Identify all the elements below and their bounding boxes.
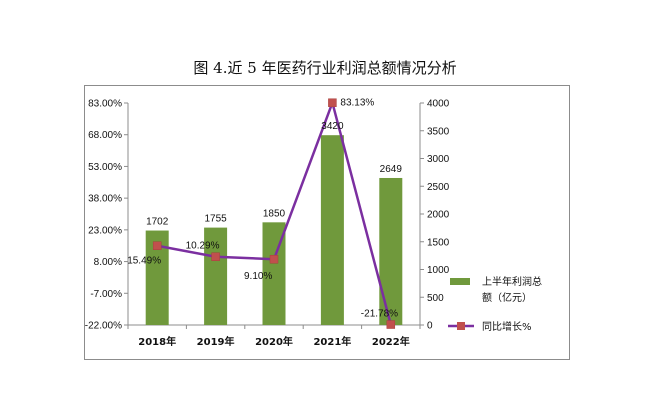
line-point [211,252,220,261]
line-layer [152,98,396,329]
right-tick-label: 500 [427,293,444,304]
left-tick-label: 53.00% [88,162,122,173]
right-tick-label: 2500 [427,182,450,193]
x-tick-label: 2019年 [197,335,235,348]
chart-frame [84,85,570,360]
line-value-label: 10.29% [186,241,220,252]
left-tick-label: -22.00% [85,321,122,332]
right-tick-label: 3000 [427,154,450,165]
right-tick-label: 1000 [427,265,450,276]
chart-title: 图 4.近 5 年医药行业利润总额情况分析 [193,59,457,77]
left-tick-label: 8.00% [94,257,122,268]
line-point [328,98,337,107]
right-tick-label: 4000 [427,99,450,110]
left-tick-label: -7.00% [90,289,122,300]
right-tick-label: 1500 [427,237,450,248]
right-tick-label: 3500 [427,126,450,137]
bar-value-label: 2649 [380,164,403,175]
bar [262,222,286,325]
legend-label-bar-line1: 上半年利润总 [482,275,542,288]
legend-label-line: 同比增长% [482,320,532,333]
right-tick-label: 0 [427,321,433,332]
bar [204,227,228,325]
line-point [152,241,162,250]
labels-layer: 1702 1755 1850 3420 2649 15.49% 10.29% 9.10% 83.… [127,98,402,320]
line-value-label: 83.13% [340,98,374,109]
bar [379,177,403,325]
bar-value-label: 1702 [146,217,169,228]
bars-layer [145,135,403,325]
line-value-label: -21.78% [361,309,398,320]
line-point [386,320,396,329]
bar-value-label: 3420 [321,121,344,132]
x-tick-label: 2018年 [138,335,176,348]
line-value-label: 15.49% [127,256,161,267]
legend-swatch-bar [450,278,470,285]
line-value-label: 9.10% [244,271,272,282]
bar-value-label: 1755 [204,214,227,225]
x-tick-label: 2022年 [372,335,410,348]
left-tick-label: 23.00% [88,225,122,236]
line-point [269,254,279,264]
left-tick-label: 68.00% [88,130,122,141]
left-tick-label: 83.00% [88,99,122,110]
right-tick-label: 2000 [427,210,450,221]
bar [145,230,169,325]
x-tick-label: 2020年 [255,335,293,348]
left-tick-label: 38.00% [88,194,122,205]
bar-value-label: 1850 [263,208,286,219]
x-tick-label: 2021年 [313,335,351,348]
axes-layer: 83.00% 68.00% 53.00% 38.00% 23.00% 8.00% -7.00… [85,99,450,349]
legend-label-bar-line2: 额（亿元） [482,291,532,304]
legend-swatch-marker [457,322,465,330]
bar [320,135,344,325]
